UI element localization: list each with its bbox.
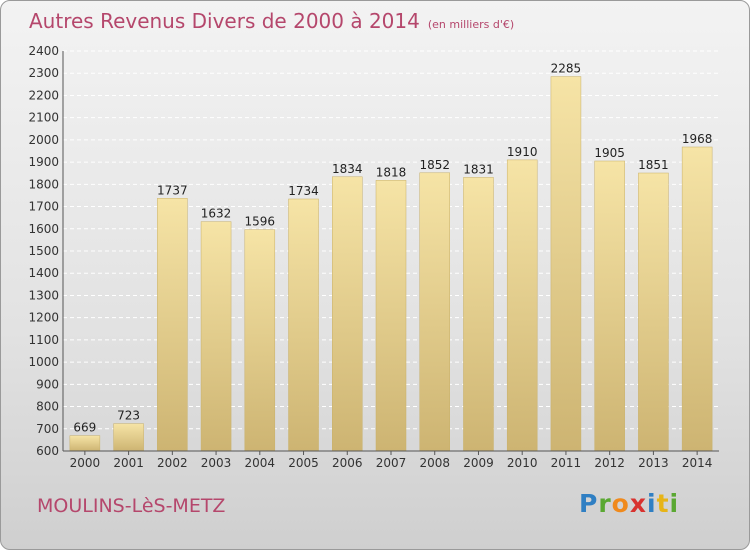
bar-2011 [550,76,582,452]
bar-2005 [288,198,319,452]
data-label-2000: 669 [73,421,96,435]
chart-title: Autres Revenus Divers de 2000 à 2014 [29,9,420,33]
y-tick-label: 1000 [28,355,59,369]
x-tick-label-2002: 2002 [157,456,188,470]
y-tick-label: 2300 [28,66,59,80]
bar-2006 [332,176,363,452]
data-label-2006: 1834 [332,162,363,176]
bar-2003 [200,221,232,452]
y-tick-label: 1800 [28,177,59,191]
x-tick-label-2006: 2006 [332,456,363,470]
logo-letter: x [629,489,647,518]
y-tick-label: 2400 [28,44,59,58]
axis-layer: 600 700 800 900 1000 1100 1200 1300 1400 1500 1600… [28,44,719,470]
y-tick-label: 2000 [28,133,59,147]
x-tick-label-2001: 2001 [113,456,144,470]
y-tick-label: 1200 [28,311,59,325]
data-label-2004: 1596 [245,215,276,229]
logo-letter: i [669,489,680,518]
logo-letter: r [598,489,612,518]
city-name: MOULINS-LèS-METZ [37,495,226,517]
bar-2012 [594,160,625,452]
y-tick-label: 1600 [28,222,59,236]
x-tick-label-2004: 2004 [245,456,276,470]
bar-2001 [113,423,144,452]
y-tick-label: 2100 [28,111,59,125]
bar-2010 [506,159,538,452]
data-label-2008: 1852 [419,158,450,172]
bar-2009 [463,177,494,452]
y-tick-label: 1700 [28,200,59,214]
bar-2013 [638,172,669,452]
x-tick-label-2012: 2012 [594,456,625,470]
data-label-2003: 1632 [201,207,232,221]
y-tick-label: 800 [36,400,59,414]
y-tick-label: 1900 [28,155,59,169]
data-label-2009: 1831 [463,162,494,176]
y-tick-label: 2200 [28,88,59,102]
bar-2004 [244,229,276,452]
data-label-2013: 1851 [638,158,669,172]
x-tick-label-2011: 2011 [551,456,582,470]
x-tick-label-2013: 2013 [638,456,669,470]
data-label-2005: 1734 [288,184,319,198]
x-tick-label-2005: 2005 [288,456,319,470]
y-tick-label: 900 [36,377,59,391]
logo-letter: P [579,489,599,518]
bar-2000 [69,435,101,452]
bar-2002 [157,198,188,452]
chart-subtitle: (en milliers d'€) [427,18,515,31]
data-label-2007: 1818 [376,165,407,179]
data-label-2010: 1910 [507,145,538,159]
x-tick-label-2003: 2003 [201,456,232,470]
logo-letter: i [647,489,657,518]
x-tick-label-2007: 2007 [376,456,407,470]
data-label-2012: 1905 [594,146,625,160]
chart-title-block: Autres Revenus Divers de 2000 à 2014 (en … [29,9,514,33]
logo-letter: t [656,489,670,518]
data-label-2014: 1968 [682,132,713,146]
x-tick-label-2000: 2000 [70,456,101,470]
bar-2008 [419,172,450,452]
y-tick-label: 1400 [28,266,59,280]
x-tick-label-2008: 2008 [419,456,450,470]
y-tick-label: 1300 [28,288,59,302]
logo-letter: o [611,489,630,518]
x-tick-label-2009: 2009 [463,456,494,470]
proxiti-logo[interactable]: Proxiti [579,489,679,518]
y-tick-label: 1100 [28,333,59,347]
y-tick-label: 700 [36,422,59,436]
bar-2014 [681,146,713,452]
data-label-2001: 723 [117,409,140,423]
bar-2007 [375,180,407,452]
y-tick-label: 600 [36,444,59,458]
x-tick-label-2010: 2010 [507,456,538,470]
data-label-2002: 1737 [157,183,188,197]
x-tick-label-2014: 2014 [682,456,713,470]
data-label-2011: 2285 [551,62,582,76]
bars-layer: 669 723 1737 1632 1596 1734 1834 1818 1852 1831 19… [69,62,713,452]
y-tick-label: 1500 [28,244,59,258]
